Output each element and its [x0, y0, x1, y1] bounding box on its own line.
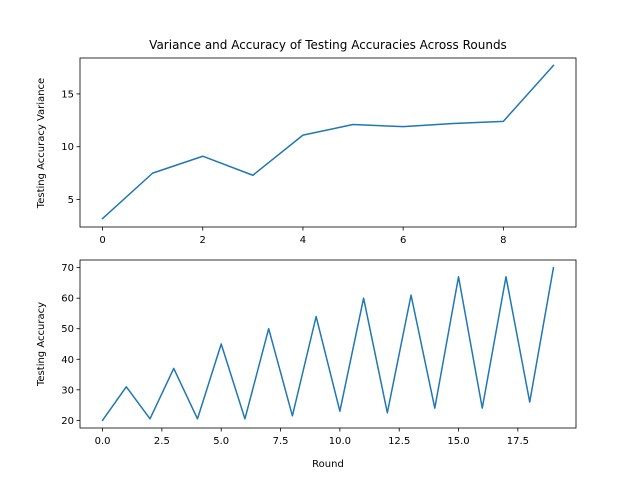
bottom-y-tick-label: 70: [61, 263, 74, 274]
bottom-chart: 0.0 2.5 5.0 7.5 10.0 12.5 15.0 17.5 20 30 40 50 60 70: [61, 259, 577, 447]
top-x-tick-label: 2: [200, 235, 206, 246]
top-y-axis-label: Testing Accuracy Variance: [36, 78, 47, 209]
top-y-tick-label: 5: [68, 195, 74, 206]
bottom-x-tick-label: 2.5: [154, 436, 170, 447]
top-x-tick-label: 0: [99, 235, 105, 246]
bottom-x-axis-label: Round: [312, 459, 344, 470]
bottom-x-tick-label: 5.0: [213, 436, 229, 447]
top-y-tick-label: 10: [61, 142, 74, 153]
bottom-x-tick-label: 15.0: [447, 436, 469, 447]
top-plot-frame: [79, 57, 577, 228]
bottom-y-axis-label: Testing Accuracy: [36, 302, 47, 387]
bottom-y-tick-label: 60: [61, 294, 74, 305]
top-x-tick-label: 6: [400, 235, 406, 246]
bottom-plot-frame: [79, 259, 577, 429]
top-y-tick-label: 15: [61, 89, 74, 100]
bottom-y-tick-label: 40: [61, 355, 74, 366]
top-series-line: [101, 64, 555, 220]
chart-title: Variance and Accuracy of Testing Accurac…: [149, 38, 507, 52]
top-x-tick-label: 4: [300, 235, 306, 246]
bottom-x-tick-label: 10.0: [329, 436, 351, 447]
bottom-y-tick-label: 50: [61, 324, 74, 335]
top-chart: 0 2 4 6 8 5 10 15: [61, 57, 577, 246]
bottom-x-tick-label: 7.5: [273, 436, 289, 447]
bottom-y-tick-label: 30: [61, 385, 74, 396]
bottom-x-tick-label: 12.5: [388, 436, 410, 447]
bottom-y-tick-label: 20: [61, 416, 74, 427]
top-x-tick-label: 8: [500, 235, 506, 246]
bottom-x-tick-label: 17.5: [507, 436, 529, 447]
bottom-series-line: [101, 266, 555, 422]
bottom-x-tick-label: 0.0: [95, 436, 111, 447]
